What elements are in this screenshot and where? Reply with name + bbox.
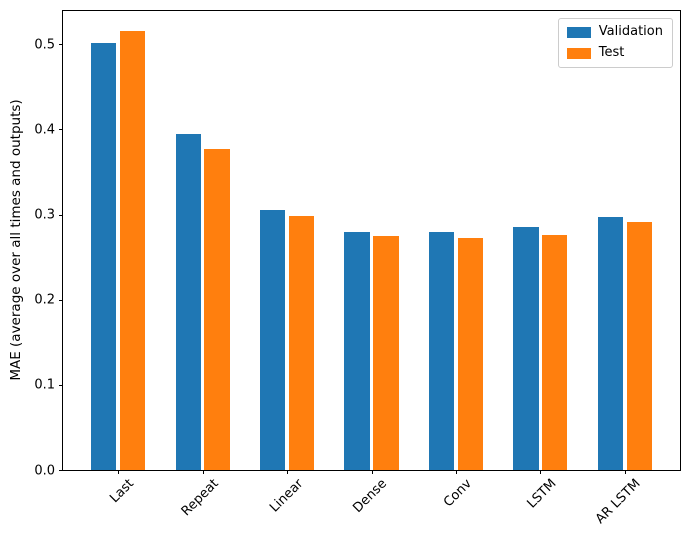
bar-validation-ar-lstm (597, 217, 624, 470)
axes-spines (62, 10, 681, 471)
legend-label-validation: Validation (598, 24, 663, 39)
bar-validation-dense (344, 231, 370, 470)
x-tick-label-linear: Linear (266, 476, 306, 516)
x-tick-mark (455, 470, 457, 474)
y-tick-label: 0.0 (34, 463, 55, 478)
y-tick-mark (59, 129, 63, 131)
bar-validation-repeat (175, 133, 201, 470)
x-tick-mark (202, 470, 204, 474)
bar-test-last (119, 30, 146, 470)
y-tick-mark (59, 470, 63, 471)
bar-validation-last (91, 43, 117, 470)
x-tick-label-dense: Dense (350, 476, 391, 516)
bar-validation-linear (259, 210, 286, 470)
x-tick-mark (287, 470, 289, 474)
y-tick-label: 0.4 (34, 122, 55, 138)
plot-area: Validation Test (62, 10, 681, 471)
x-tick-mark (118, 470, 120, 474)
y-axis-label: MAE (average over all times and outputs) (8, 99, 24, 381)
x-tick-label-ar-lstm: AR LSTM (593, 476, 644, 528)
y-tick-label: 0.1 (34, 377, 55, 393)
legend-swatch-test (566, 47, 591, 59)
bar-test-repeat (204, 148, 230, 470)
bar-test-lstm (542, 234, 568, 470)
legend-item-validation: Validation (566, 24, 663, 40)
y-tick-label: 0.5 (34, 37, 55, 53)
x-tick-mark (624, 470, 626, 474)
y-tick-mark (59, 299, 63, 301)
bar-test-dense (373, 235, 399, 470)
y-tick-mark (59, 44, 63, 46)
legend: Validation Test (557, 18, 673, 68)
x-tick-label-repeat: Repeat (178, 476, 222, 520)
y-tick-label: 0.3 (34, 207, 55, 223)
x-tick-mark (371, 470, 373, 474)
x-tick-label-lstm: LSTM (524, 476, 560, 512)
x-tick-label-last: Last (107, 476, 137, 507)
x-tick-label-conv: Conv (440, 476, 475, 511)
bar-test-conv (457, 237, 483, 470)
bar-validation-conv (428, 231, 455, 470)
y-tick-mark (59, 214, 63, 216)
y-tick-mark (59, 384, 63, 386)
bar-test-ar-lstm (626, 222, 652, 470)
bar-test-linear (288, 216, 315, 470)
legend-swatch-validation (566, 26, 591, 38)
legend-label-test: Test (598, 44, 625, 60)
x-tick-mark (540, 470, 542, 474)
bar-validation-lstm (513, 227, 539, 470)
legend-item-test: Test (566, 44, 663, 61)
y-tick-label: 0.2 (34, 292, 55, 308)
